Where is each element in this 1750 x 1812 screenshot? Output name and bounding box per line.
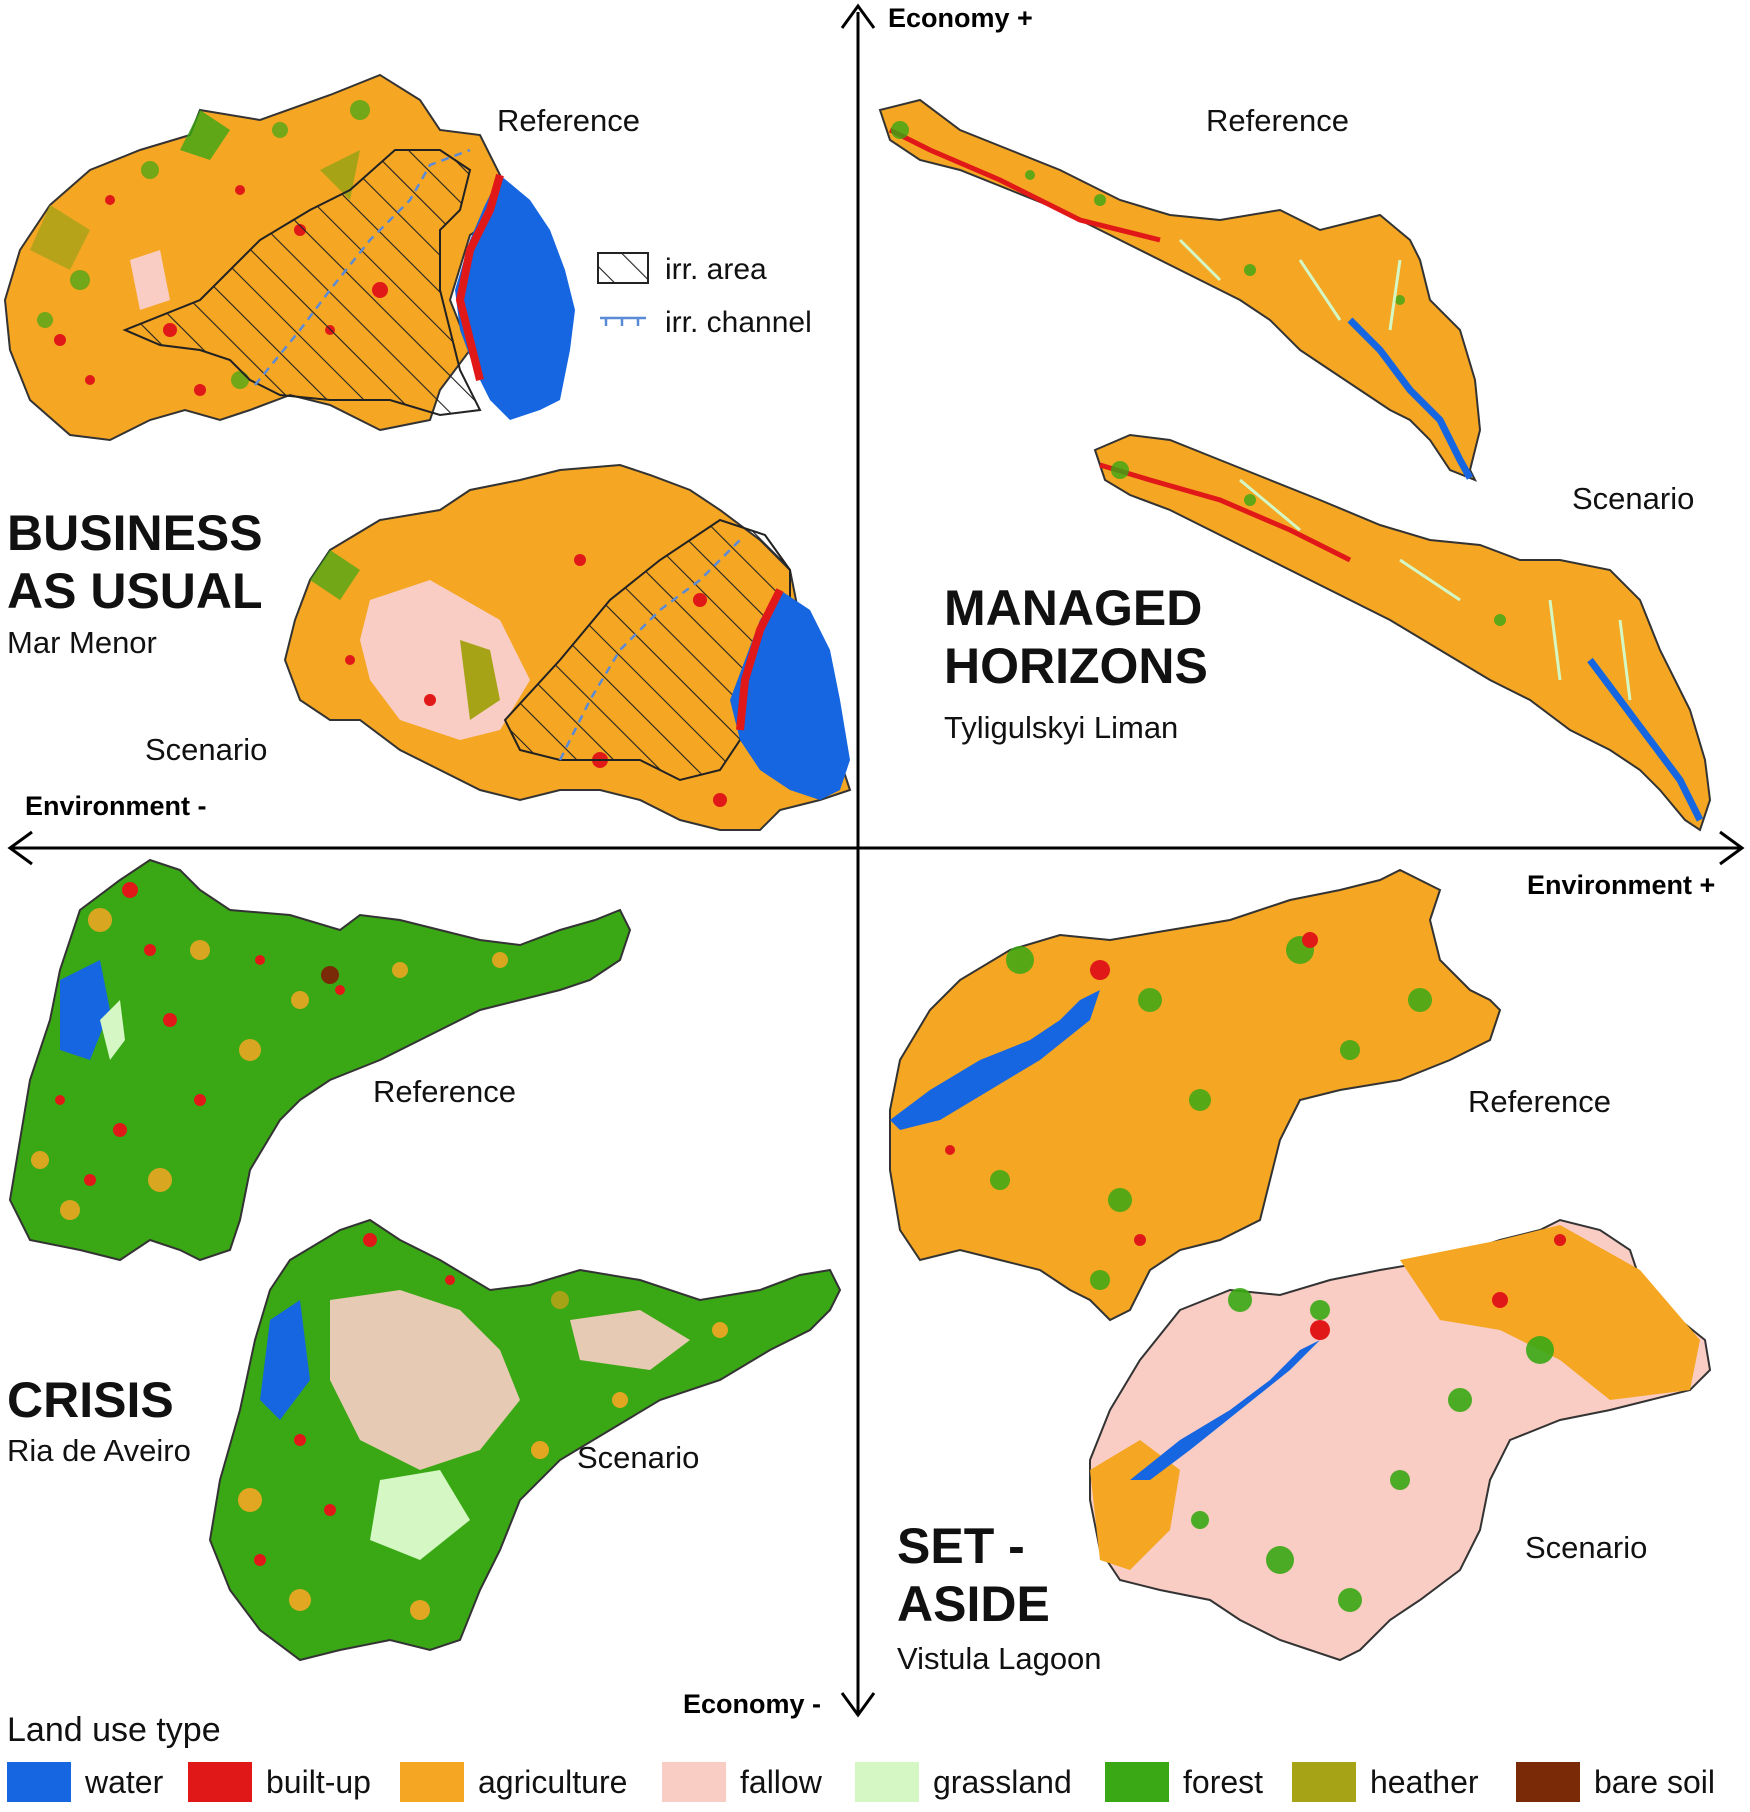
legend-item-grassland: grassland	[855, 1760, 1072, 1804]
vistula-lagoon-scenario-label: Scenario	[1525, 1530, 1648, 1565]
environment-minus-label: Environment -	[25, 791, 207, 821]
vistula-lagoon-reference-label: Reference	[1468, 1084, 1612, 1119]
legend-label: heather	[1370, 1763, 1479, 1800]
tyligulskyi-reference-label: Reference	[1206, 103, 1350, 138]
set-aside-site: Vistula Lagoon	[897, 1641, 1102, 1676]
legend-item-heather: heather	[1292, 1760, 1479, 1804]
vistula-lagoon-scenario-map	[1089, 1218, 1712, 1662]
managed-horizons-title-line2: HORIZONS	[944, 638, 1208, 694]
legend-swatch-water	[7, 1762, 71, 1802]
vistula-lagoon-reference-map	[889, 868, 1502, 1322]
crisis-site: Ria de Aveiro	[7, 1433, 191, 1468]
business-as-usual-title-line2: AS USUAL	[7, 563, 263, 619]
ria-de-aveiro-reference-label: Reference	[373, 1074, 517, 1109]
mar-menor-reference-label: Reference	[497, 103, 641, 138]
legend-item-water: water	[7, 1760, 163, 1804]
legend-swatch-heather	[1292, 1762, 1356, 1802]
irr-area-label: irr. area	[665, 253, 767, 286]
legend-swatch-agriculture	[400, 1762, 464, 1802]
mar-menor-scenario-map	[283, 463, 852, 831]
legend-item-agriculture: agriculture	[400, 1760, 627, 1804]
managed-horizons-site: Tyligulskyi Liman	[944, 710, 1179, 745]
set-aside-title-line2: ASIDE	[897, 1576, 1050, 1632]
legend-swatch-forest	[1105, 1762, 1169, 1802]
economy-plus-arrowhead	[840, 3, 876, 29]
legend-label: water	[85, 1763, 164, 1800]
legend-item-fallow: fallow	[662, 1760, 822, 1804]
environment-minus-arrowhead	[7, 830, 33, 866]
irr-area-swatch	[597, 252, 649, 284]
irrigation-legend	[597, 252, 649, 326]
ria-de-aveiro-reference-map	[8, 858, 632, 1262]
irr-channel-swatch	[600, 316, 646, 326]
business-as-usual-site: Mar Menor	[7, 625, 157, 660]
legend-item-forest: forest	[1105, 1760, 1263, 1804]
legend-swatch-fallow	[662, 1762, 726, 1802]
legend-item-built-up: built-up	[188, 1760, 371, 1804]
legend-label: fallow	[740, 1763, 822, 1800]
economy-minus-label: Economy -	[683, 1689, 822, 1719]
legend-label: built-up	[266, 1763, 371, 1800]
irr-channel-label: irr. channel	[665, 306, 812, 339]
set-aside-title-line1: SET -	[897, 1518, 1025, 1574]
legend-label: bare soil	[1594, 1763, 1715, 1800]
legend-item-bare-soil: bare soil	[1516, 1760, 1715, 1804]
legend-swatch-built-up	[188, 1762, 252, 1802]
tyligulskyi-reference-map	[878, 98, 1482, 482]
environment-plus-label: Environment +	[1527, 870, 1716, 900]
environment-plus-arrowhead	[1719, 830, 1745, 866]
crisis-title: CRISIS	[7, 1372, 174, 1428]
economy-plus-label: Economy +	[888, 3, 1033, 33]
mar-menor-reference-map	[3, 73, 575, 442]
legend-swatch-bare-soil	[1516, 1762, 1580, 1802]
legend-label: grassland	[933, 1763, 1072, 1800]
economy-minus-arrowhead	[840, 1692, 876, 1718]
business-as-usual-title-line1: BUSINESS	[7, 505, 263, 561]
land-use-legend-title: Land use type	[7, 1711, 221, 1749]
mar-menor-scenario-label: Scenario	[145, 732, 268, 767]
quadrant-axes	[7, 3, 1745, 1718]
ria-de-aveiro-scenario-map	[208, 1218, 842, 1662]
ria-de-aveiro-scenario-label: Scenario	[577, 1440, 700, 1475]
legend-swatch-grassland	[855, 1762, 919, 1802]
tyligulskyi-scenario-map	[1093, 433, 1712, 832]
legend-label: agriculture	[478, 1763, 628, 1800]
tyligulskyi-scenario-label: Scenario	[1572, 481, 1695, 516]
managed-horizons-title-line1: MANAGED	[944, 580, 1203, 636]
legend-label: forest	[1183, 1763, 1264, 1800]
